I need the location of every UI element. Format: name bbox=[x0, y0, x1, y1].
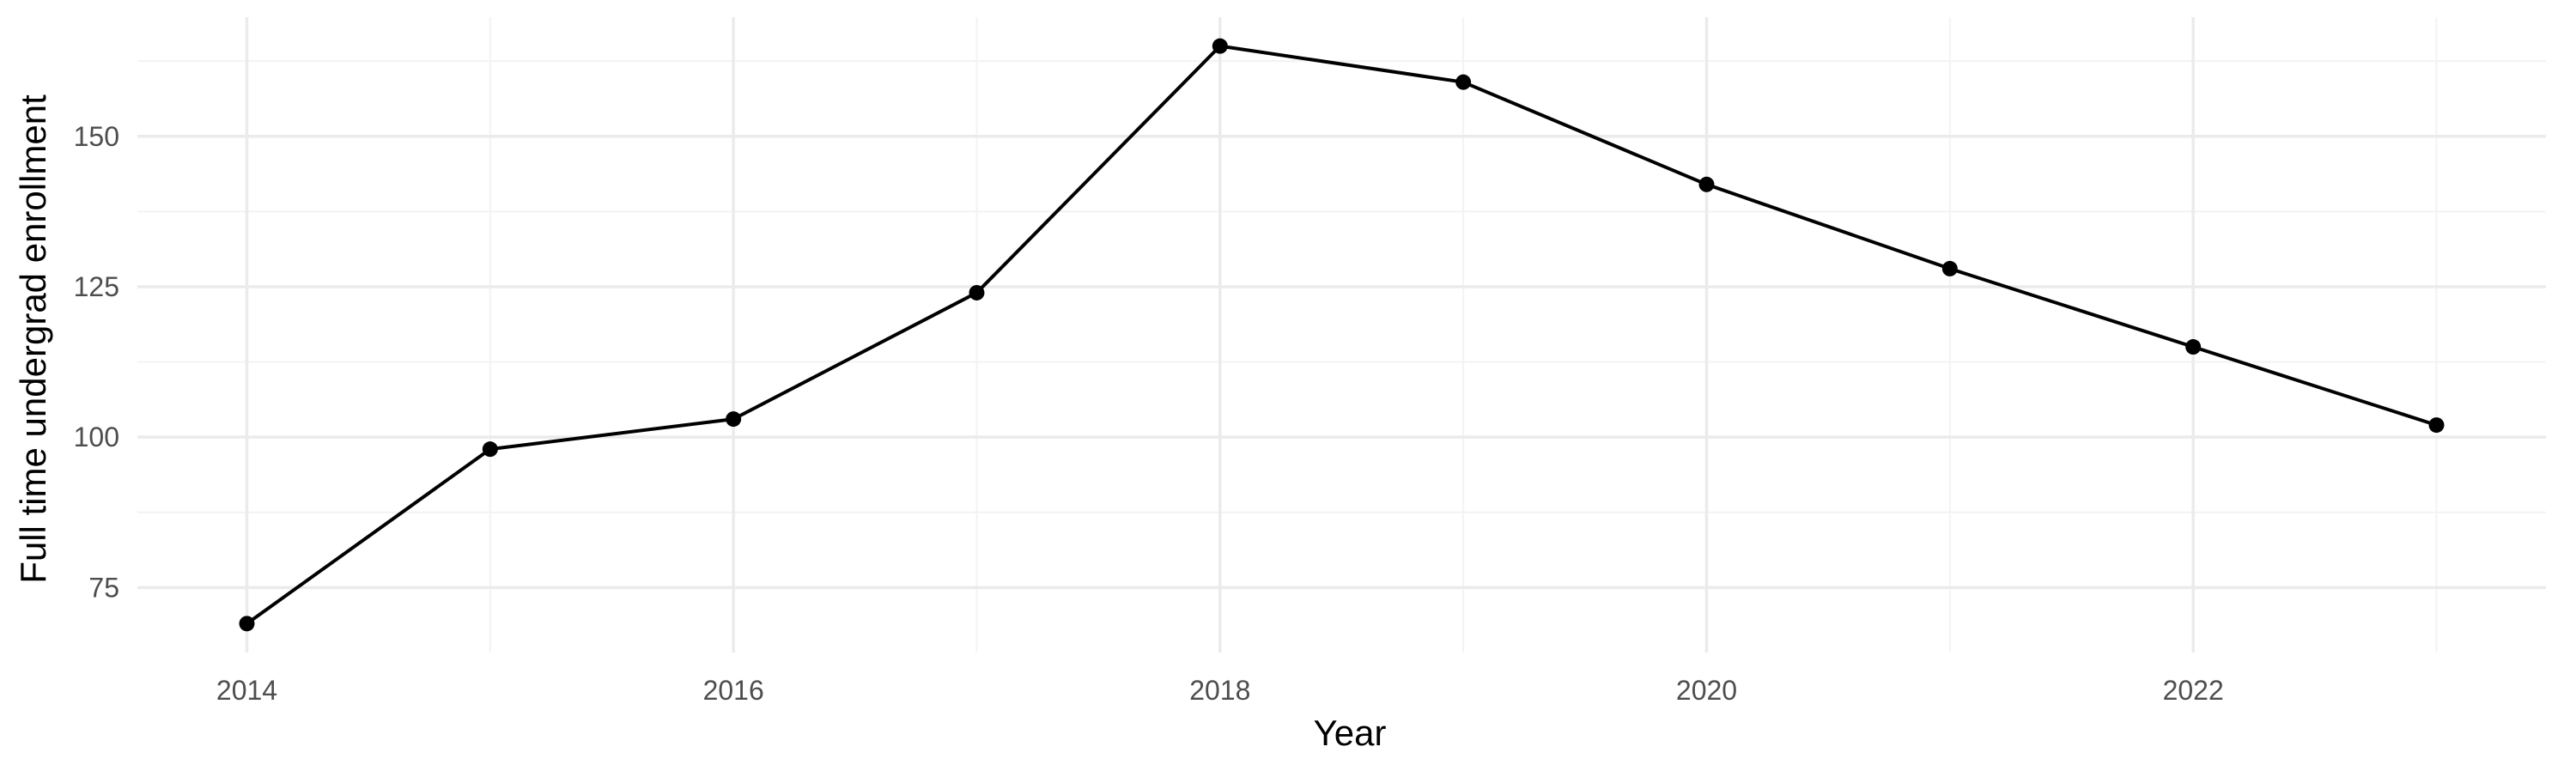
x-axis-title: Year bbox=[1314, 713, 1387, 753]
x-tick-label: 2018 bbox=[1189, 675, 1250, 706]
data-point bbox=[1698, 176, 1715, 192]
points-layer bbox=[239, 38, 2445, 632]
data-point bbox=[969, 284, 985, 300]
data-point bbox=[239, 616, 255, 632]
series-layer bbox=[246, 44, 2438, 625]
data-point bbox=[2185, 339, 2202, 355]
data-point bbox=[1212, 38, 1228, 54]
tick-labels: 2014 2016 2018 2020 2022 75 100 125 150 bbox=[74, 121, 2224, 706]
y-tick-label: 125 bbox=[74, 271, 119, 302]
data-point bbox=[482, 441, 498, 458]
x-tick-label: 2016 bbox=[703, 675, 764, 706]
x-tick-label: 2020 bbox=[1676, 675, 1737, 706]
data-point bbox=[2428, 417, 2445, 434]
y-tick-label: 75 bbox=[88, 572, 119, 603]
y-tick-label: 100 bbox=[74, 422, 119, 452]
data-point bbox=[1455, 74, 1472, 90]
data-point bbox=[726, 411, 742, 428]
y-axis-title: Full time undergrad enrollment bbox=[13, 94, 53, 584]
x-tick-label: 2014 bbox=[216, 675, 277, 706]
x-tick-label: 2022 bbox=[2163, 675, 2224, 706]
y-tick-label: 150 bbox=[74, 121, 119, 152]
data-point bbox=[1941, 260, 1958, 276]
grid bbox=[137, 17, 2546, 653]
series-line bbox=[246, 44, 2438, 625]
